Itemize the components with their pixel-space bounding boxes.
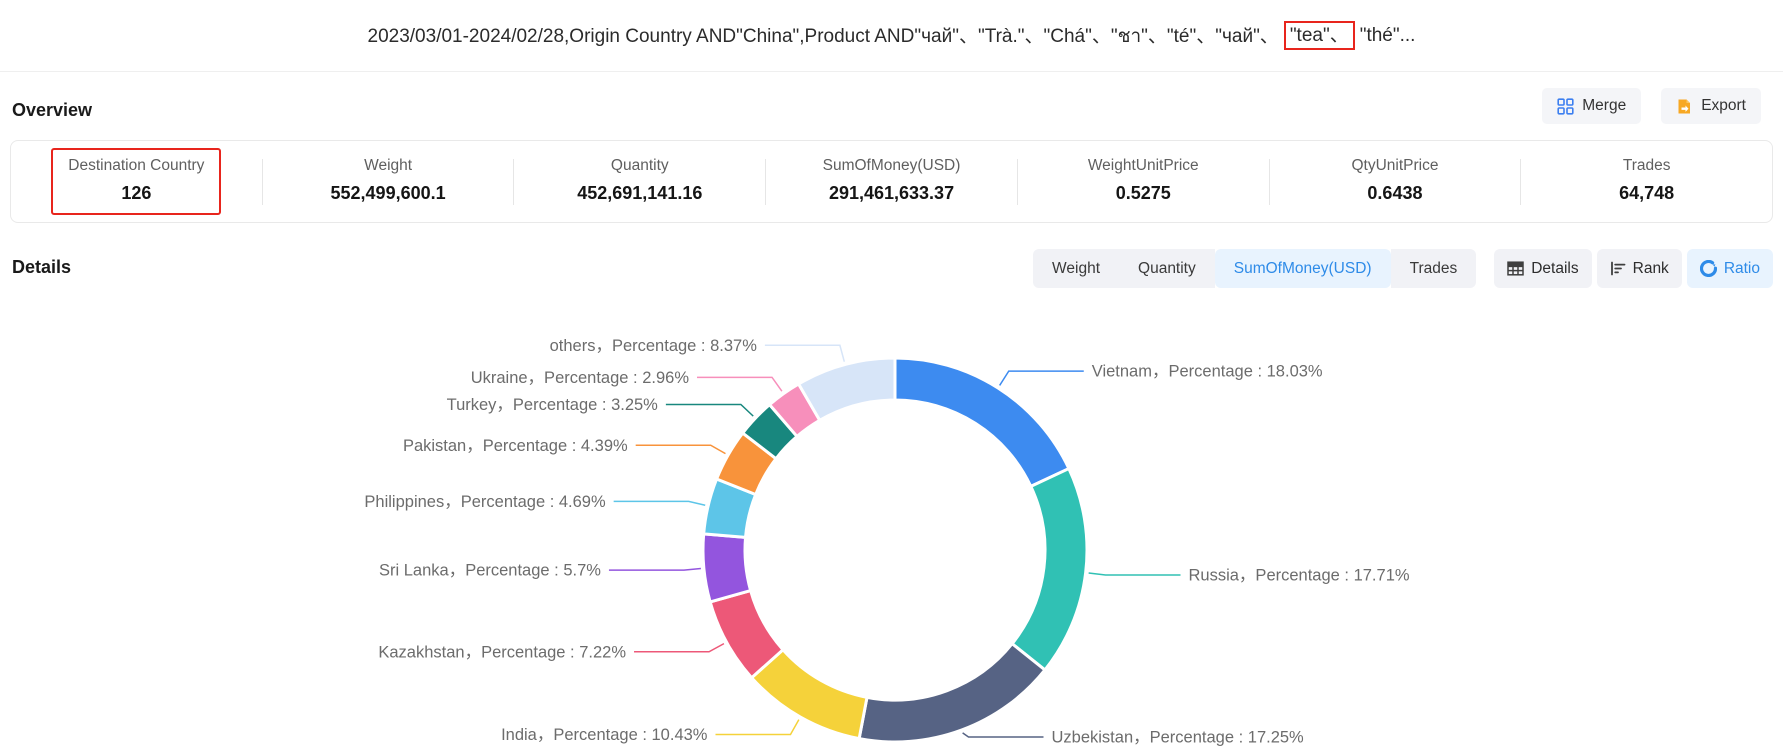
stat-trades: Trades 64,748: [1521, 148, 1772, 215]
pie-label: Vietnam，Percentage : 18.03%: [1092, 363, 1323, 381]
stat-value: 552,499,600.1: [330, 183, 446, 203]
tab-trades[interactable]: Trades: [1390, 249, 1477, 288]
export-doc-icon: [1676, 98, 1693, 115]
tab-ratio-view[interactable]: Ratio: [1686, 249, 1773, 288]
stat-divider: [261, 158, 263, 205]
tab-ratio-view-label: Ratio: [1723, 259, 1760, 277]
pie-label: Sri Lanka，Percentage : 5.7%: [379, 562, 601, 580]
rank-bars-icon: [1610, 261, 1626, 276]
query-title-bar: 2023/03/01-2024/02/28,Origin Country AND…: [0, 0, 1783, 72]
merge-button-label: Merge: [1582, 97, 1627, 114]
merge-button[interactable]: Merge: [1542, 88, 1642, 124]
label-leader-line: [764, 344, 846, 362]
details-controls: Weight Quantity SumOfMoney(USD) Trades D…: [1033, 249, 1773, 288]
stat-value: 291,461,633.37: [828, 183, 955, 203]
pie-label: Uzbekistan，Percentage : 17.25%: [1052, 729, 1305, 747]
tab-details-view[interactable]: Details: [1494, 249, 1592, 288]
label-leader-line: [715, 719, 800, 736]
label-leader-line: [613, 500, 706, 506]
stat-destination-country: Destination Country 126: [11, 148, 262, 215]
tab-details-view-label: Details: [1531, 259, 1579, 277]
export-button-label: Export: [1701, 97, 1746, 114]
metric-tab-group: Weight Quantity SumOfMoney(USD) Trades: [1033, 249, 1477, 288]
stat-sum-of-money: SumOfMoney(USD) 291,461,633.37: [766, 148, 1017, 215]
stat-highlight-box: Destination Country 126: [51, 148, 222, 215]
label-leader-line: [697, 376, 783, 392]
stat-quantity: Quantity 452,691,141.16: [514, 148, 765, 215]
pie-segment-vietnam[interactable]: [893, 356, 1071, 488]
tab-rank-view[interactable]: Rank: [1596, 249, 1682, 288]
label-leader-line: [665, 403, 754, 417]
stat-label: Destination Country: [68, 157, 205, 174]
stat-value: 126: [121, 183, 152, 203]
label-leader-line: [608, 567, 701, 571]
pie-label: Turkey，Percentage : 3.25%: [447, 396, 659, 414]
stat-label: WeightUnitPrice: [1087, 157, 1199, 174]
pie-segment-sri-lanka[interactable]: [701, 532, 753, 604]
stat-weight: Weight 552,499,600.1: [263, 148, 514, 215]
donut-icon: [1699, 259, 1717, 278]
top-actions: Merge Export: [1542, 88, 1761, 124]
overview-stats-card: Destination Country 126 Weight 552,499,6…: [10, 140, 1773, 223]
pie-segment-russia[interactable]: [1010, 467, 1089, 672]
label-leader-line: [999, 370, 1084, 386]
stat-label: Trades: [1622, 157, 1671, 174]
pie-segment-others[interactable]: [797, 356, 897, 422]
table-icon: [1507, 261, 1524, 276]
query-title-suffix: "thé"...: [1359, 24, 1416, 46]
stat-label: Weight: [364, 157, 413, 174]
stat-divider: [765, 158, 767, 205]
export-button[interactable]: Export: [1661, 88, 1761, 124]
tab-weight[interactable]: Weight: [1033, 249, 1120, 288]
stat-value: 0.6438: [1367, 183, 1423, 203]
pie-segment-uzbekistan[interactable]: [857, 642, 1047, 744]
pie-label: Pakistan，Percentage : 4.39%: [403, 437, 628, 455]
label-leader-line: [635, 444, 726, 455]
overview-heading: Overview: [12, 100, 93, 120]
stat-weight-unit-price: WeightUnitPrice 0.5275: [1018, 148, 1269, 215]
pie-label: India，Percentage : 10.43%: [501, 726, 708, 744]
label-leader-line: [962, 732, 1044, 738]
stat-label: QtyUnitPrice: [1351, 157, 1439, 174]
stat-qty-unit-price: QtyUnitPrice 0.6438: [1270, 148, 1521, 215]
tab-rank-view-label: Rank: [1632, 259, 1669, 277]
pie-label: Russia，Percentage : 17.71%: [1189, 567, 1410, 585]
pie-label: others，Percentage : 8.37%: [550, 337, 758, 355]
query-title-prefix: 2023/03/01-2024/02/28,Origin Country AND…: [367, 25, 1279, 47]
query-title-highlighted-term: "tea"、: [1289, 24, 1349, 46]
pie-label: Kazakhstan，Percentage : 7.22%: [378, 643, 626, 661]
tab-sum-of-money[interactable]: SumOfMoney(USD): [1214, 249, 1391, 288]
stat-label: Quantity: [610, 157, 669, 174]
label-leader-line: [634, 642, 725, 653]
merge-grid-icon: [1557, 97, 1574, 115]
stat-divider: [1520, 158, 1522, 205]
pie-label: Ukraine，Percentage : 2.96%: [471, 369, 690, 387]
stat-label: SumOfMoney(USD): [822, 157, 961, 174]
stat-divider: [513, 158, 515, 205]
pie-label: Philippines，Percentage : 4.69%: [364, 493, 606, 511]
stat-value: 64,748: [1619, 183, 1675, 203]
view-tab-group: Details Rank Ratio: [1494, 249, 1773, 288]
label-leader-line: [1088, 572, 1181, 576]
stat-divider: [1268, 158, 1270, 205]
stat-value: 0.5275: [1115, 183, 1171, 203]
query-title-highlight-box: "tea"、: [1283, 20, 1355, 51]
details-heading: Details: [12, 257, 72, 277]
tab-quantity[interactable]: Quantity: [1119, 249, 1215, 288]
stat-value: 452,691,141.16: [577, 183, 703, 203]
stat-divider: [1016, 158, 1018, 205]
